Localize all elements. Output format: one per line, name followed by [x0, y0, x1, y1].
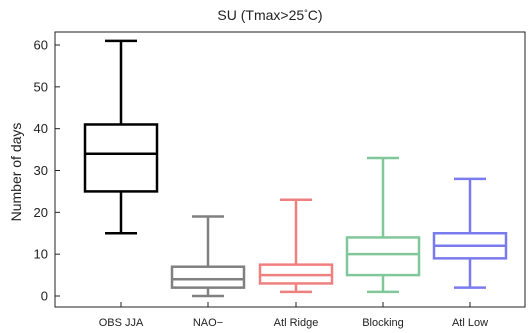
iqr-box [170, 265, 246, 289]
y-tick-label: 40 [34, 121, 48, 136]
box-atl-ridge [258, 198, 334, 294]
x-axis: OBS JJA NAO− Atl Ridge Blocking Atl Low [99, 302, 488, 329]
x-tick-label: NAO− [193, 317, 223, 329]
x-tick-label: Blocking [362, 317, 404, 329]
boxes-group [83, 39, 508, 298]
chart-title: SU (Tmax>25°C) [217, 7, 322, 23]
y-axis-title: Number of days [8, 123, 24, 222]
box-atl-low [432, 177, 508, 289]
y-tick-label: 20 [34, 205, 48, 220]
y-tick-label: 60 [34, 38, 48, 53]
box-nao- [170, 215, 246, 298]
y-tick-label: 0 [41, 289, 48, 304]
x-tick-label: Atl Low [452, 317, 488, 329]
box-blocking [345, 156, 421, 294]
box-obs-jja [83, 39, 159, 235]
iqr-box [345, 236, 421, 277]
y-tick-label: 50 [34, 79, 48, 94]
y-tick-label: 30 [34, 163, 48, 178]
y-tick-label: 10 [34, 247, 48, 262]
plot-frame [54, 31, 526, 308]
iqr-box [83, 123, 159, 193]
x-tick-label: OBS JJA [99, 317, 144, 329]
x-tick-label: Atl Ridge [274, 317, 319, 329]
y-axis: 0 10 20 30 40 50 60 [34, 38, 60, 304]
